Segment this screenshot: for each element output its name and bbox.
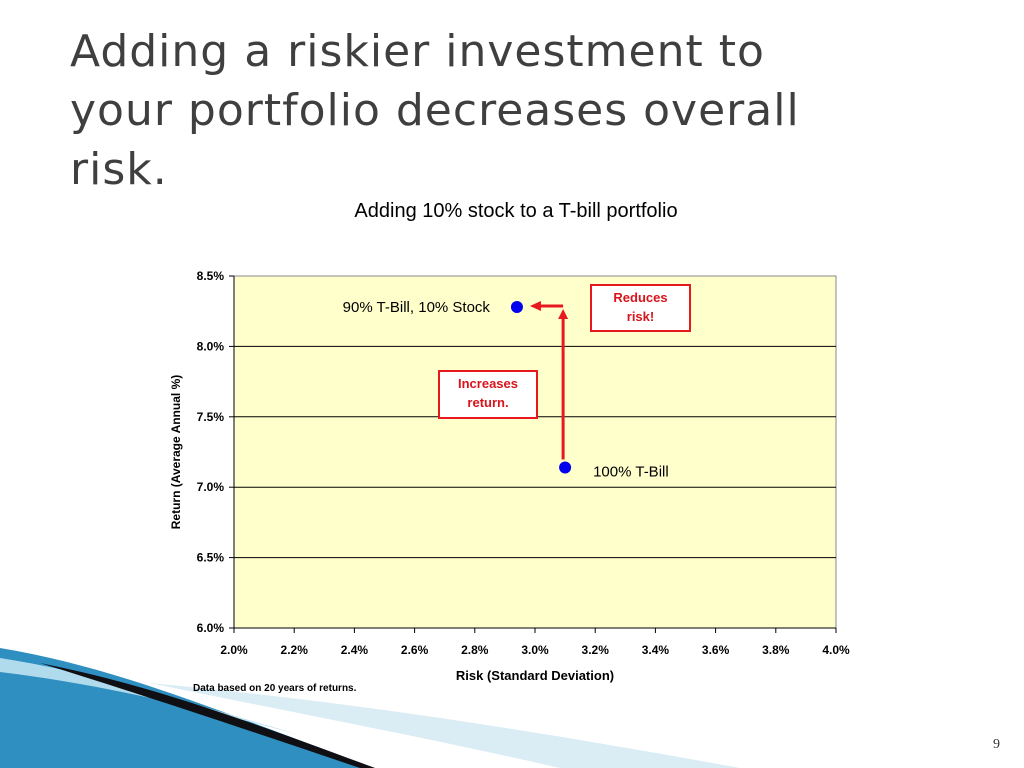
callout-increases-return-text: Increases xyxy=(458,376,518,391)
point-label: 100% T-Bill xyxy=(593,463,669,480)
decor-swoosh-dark xyxy=(40,663,375,768)
y-tick-label: 7.0% xyxy=(197,480,225,494)
callout-reduces-risk-text: risk! xyxy=(627,309,654,324)
plot-area xyxy=(233,275,837,629)
x-tick-label: 3.2% xyxy=(582,643,610,657)
x-tick-label: 3.6% xyxy=(702,643,730,657)
y-tick-label: 6.0% xyxy=(197,621,225,635)
callout-reduces-risk-box xyxy=(590,284,691,332)
x-tick-label: 3.4% xyxy=(642,643,670,657)
y-tick-label: 8.5% xyxy=(197,269,225,283)
arrowhead-up xyxy=(558,308,569,319)
slide-title-line-3: risk. xyxy=(70,144,168,195)
y-tick-label: 6.5% xyxy=(197,551,225,565)
slide-number: 9 xyxy=(993,737,1000,752)
chart-footnote: Data based on 20 years of returns. xyxy=(193,683,357,694)
x-tick-label: 3.0% xyxy=(521,643,549,657)
y-tick-label: 7.5% xyxy=(197,410,225,424)
y-axis-label: Return (Average Annual %) xyxy=(169,375,183,529)
y-tick-label: 8.0% xyxy=(197,339,225,353)
x-tick-label: 2.4% xyxy=(341,643,369,657)
data-point-100-tbill xyxy=(559,461,572,474)
slide-title-line-1: Adding a riskier investment to xyxy=(70,26,765,77)
x-axis-label: Risk (Standard Deviation) xyxy=(456,668,614,683)
slide-title: Adding a riskier investment to your port… xyxy=(70,22,970,199)
x-tick-label: 4.0% xyxy=(822,643,850,657)
x-tick-label: 3.8% xyxy=(762,643,790,657)
point-label: 90% T-Bill, 10% Stock xyxy=(343,299,491,316)
x-tick-label: 2.8% xyxy=(461,643,489,657)
data-point-90-tbill-10-stock xyxy=(510,300,523,313)
x-tick-label: 2.2% xyxy=(281,643,309,657)
callout-increases-return-box xyxy=(438,370,538,419)
slide-title-line-2: your portfolio decreases overall xyxy=(70,85,800,136)
chart-title: Adding 10% stock to a T-bill portfolio xyxy=(354,200,677,222)
arrowhead-left xyxy=(529,300,541,311)
decor-swoosh-pale xyxy=(150,683,740,768)
callout-increases-return-text: return. xyxy=(467,395,508,410)
callout-reduces-risk-text: Reduces xyxy=(613,290,667,305)
x-tick-label: 2.6% xyxy=(401,643,429,657)
x-tick-label: 2.0% xyxy=(220,643,248,657)
